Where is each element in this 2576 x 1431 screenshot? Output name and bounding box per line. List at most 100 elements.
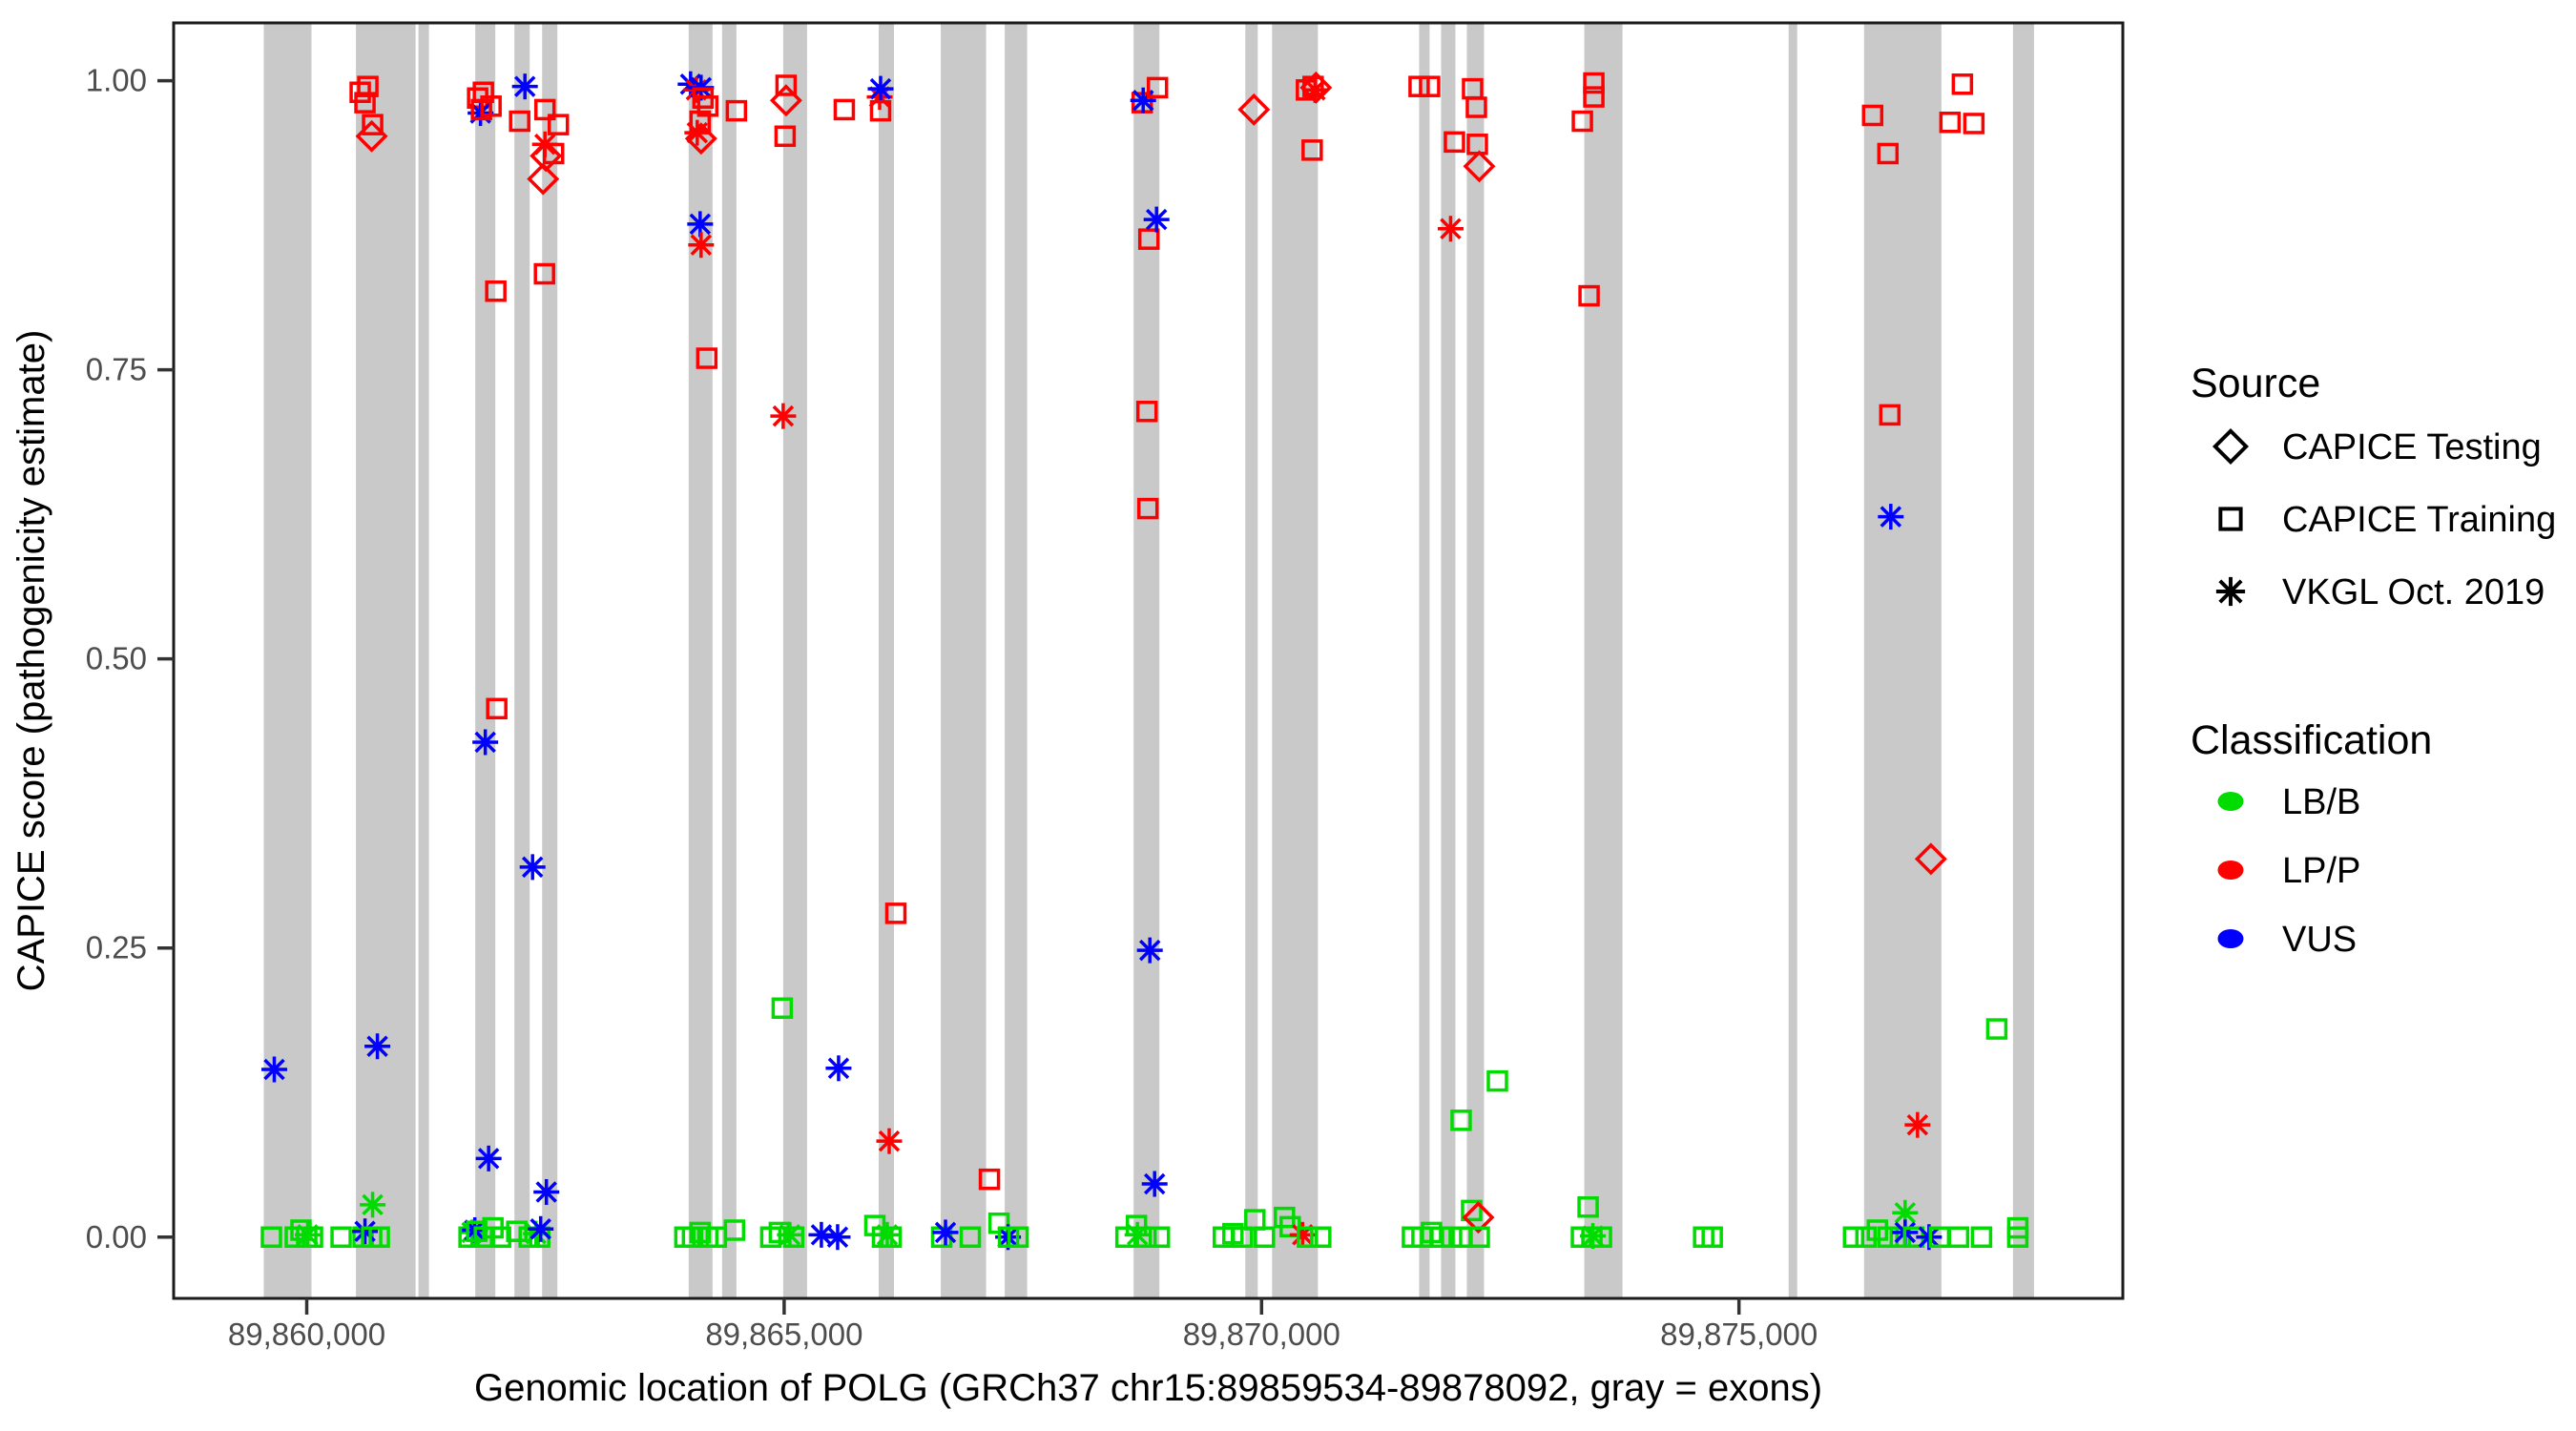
data-point-marker: [1583, 72, 1605, 94]
exon-band: [1584, 23, 1623, 1298]
exon-band: [1466, 23, 1485, 1298]
data-point-marker: [352, 1218, 379, 1245]
data-point-marker: [2215, 576, 2246, 607]
data-point-marker: [1878, 504, 1904, 530]
data-point-marker: [1842, 1226, 1865, 1249]
data-point-marker: [769, 84, 802, 117]
data-point-marker: [1939, 111, 1962, 134]
data-point-marker: [833, 98, 856, 121]
data-point-marker: [1232, 1226, 1254, 1249]
data-point-marker: [533, 1178, 560, 1205]
data-point-marker: [1130, 87, 1156, 114]
data-point-marker: [880, 1226, 903, 1249]
x-tick-label: 89,865,000: [705, 1317, 862, 1352]
data-point-marker: [506, 1220, 528, 1242]
data-point-marker: [533, 262, 555, 285]
data-point-marker: [770, 403, 797, 429]
data-point-marker: [1146, 76, 1169, 99]
data-point-marker: [723, 1219, 746, 1241]
data-point-marker: [472, 729, 499, 756]
exon-band: [1272, 23, 1319, 1298]
data-point-marker: [1462, 1201, 1495, 1234]
exon-band: [721, 23, 737, 1298]
data-point-marker: [1951, 73, 1974, 95]
data-point-marker: [1419, 75, 1441, 97]
legend-classification-title: Classification: [2191, 717, 2432, 763]
data-point-marker: [1904, 1111, 1931, 1138]
data-point-marker: [1007, 1226, 1029, 1249]
data-point-marker: [825, 1055, 852, 1082]
legend-classification-dot: [2217, 861, 2244, 880]
data-point-marker: [1450, 1110, 1472, 1131]
data-point-marker: [1985, 1018, 2008, 1040]
data-point-marker: [509, 110, 530, 133]
data-point-marker: [547, 114, 570, 135]
data-point-marker: [1137, 228, 1160, 250]
data-point-marker: [1299, 71, 1333, 104]
data-point-marker: [725, 99, 748, 122]
data-point-marker: [527, 162, 560, 196]
data-point-marker: [1577, 1195, 1599, 1218]
x-tick-label: 89,875,000: [1660, 1317, 1818, 1352]
x-tick-label: 89,860,000: [228, 1317, 385, 1352]
data-point-marker: [1701, 1226, 1723, 1249]
data-point-marker: [771, 997, 794, 1020]
data-point-marker: [362, 114, 384, 135]
data-point-marker: [1468, 1226, 1490, 1249]
data-point-marker: [824, 1224, 851, 1251]
data-point-marker: [1465, 96, 1487, 118]
data-point-marker: [1970, 1226, 1993, 1249]
legend-classification-item-label: LB/B: [2282, 782, 2360, 822]
data-point-marker: [1855, 1226, 1878, 1249]
x-tick-label: 89,870,000: [1183, 1317, 1340, 1352]
exon-band: [1005, 23, 1028, 1298]
data-point-marker: [354, 92, 376, 114]
data-point-marker: [1301, 139, 1323, 161]
exon-band: [2012, 23, 2034, 1298]
data-point-marker: [1879, 404, 1901, 426]
exon-band: [514, 23, 530, 1298]
data-point-marker: [330, 1226, 352, 1249]
data-point-marker: [260, 1056, 287, 1083]
data-point-marker: [1297, 1226, 1319, 1249]
exon-band: [1419, 23, 1430, 1298]
y-tick-label: 0.75: [86, 352, 147, 387]
data-point-marker: [530, 139, 563, 173]
data-point-marker: [884, 902, 907, 924]
data-point-marker: [1590, 1226, 1612, 1249]
y-tick-label: 0.00: [86, 1219, 147, 1255]
data-point-marker: [2212, 427, 2250, 466]
data-point-marker: [528, 1215, 554, 1242]
y-tick-label: 0.25: [86, 930, 147, 965]
data-point-marker: [475, 1145, 502, 1172]
data-point-marker: [1877, 1226, 1900, 1249]
exon-band: [782, 23, 807, 1298]
data-point-marker: [978, 1168, 1001, 1191]
data-point-marker: [1237, 93, 1271, 126]
data-point-marker: [932, 1219, 959, 1246]
legend-classification-dot: [2217, 792, 2244, 811]
y-tick-label: 0.50: [86, 641, 147, 676]
data-point-marker: [1914, 842, 1947, 876]
data-point-marker: [1571, 110, 1593, 133]
data-point-marker: [301, 1226, 323, 1249]
data-point-marker: [260, 1226, 282, 1249]
data-point-marker: [1136, 497, 1159, 520]
data-point-marker: [876, 1128, 903, 1154]
legend-classification-dot: [2217, 929, 2244, 948]
data-point-marker: [688, 232, 715, 259]
exon-band: [263, 23, 312, 1298]
data-point-marker: [1583, 86, 1605, 108]
data-point-marker: [360, 1192, 386, 1218]
data-point-marker: [1861, 104, 1884, 127]
x-axis-title: Genomic location of POLG (GRCh37 chr15:8…: [474, 1367, 1822, 1409]
exon-band: [356, 23, 416, 1298]
exon-band: [1863, 23, 1942, 1298]
data-point-marker: [1444, 131, 1465, 154]
data-point-marker: [1486, 1069, 1508, 1092]
exon-band: [1441, 23, 1456, 1298]
data-point-marker: [696, 95, 719, 117]
data-point-marker: [1141, 1171, 1168, 1197]
data-point-marker: [874, 1221, 901, 1248]
data-point-marker: [696, 347, 718, 369]
